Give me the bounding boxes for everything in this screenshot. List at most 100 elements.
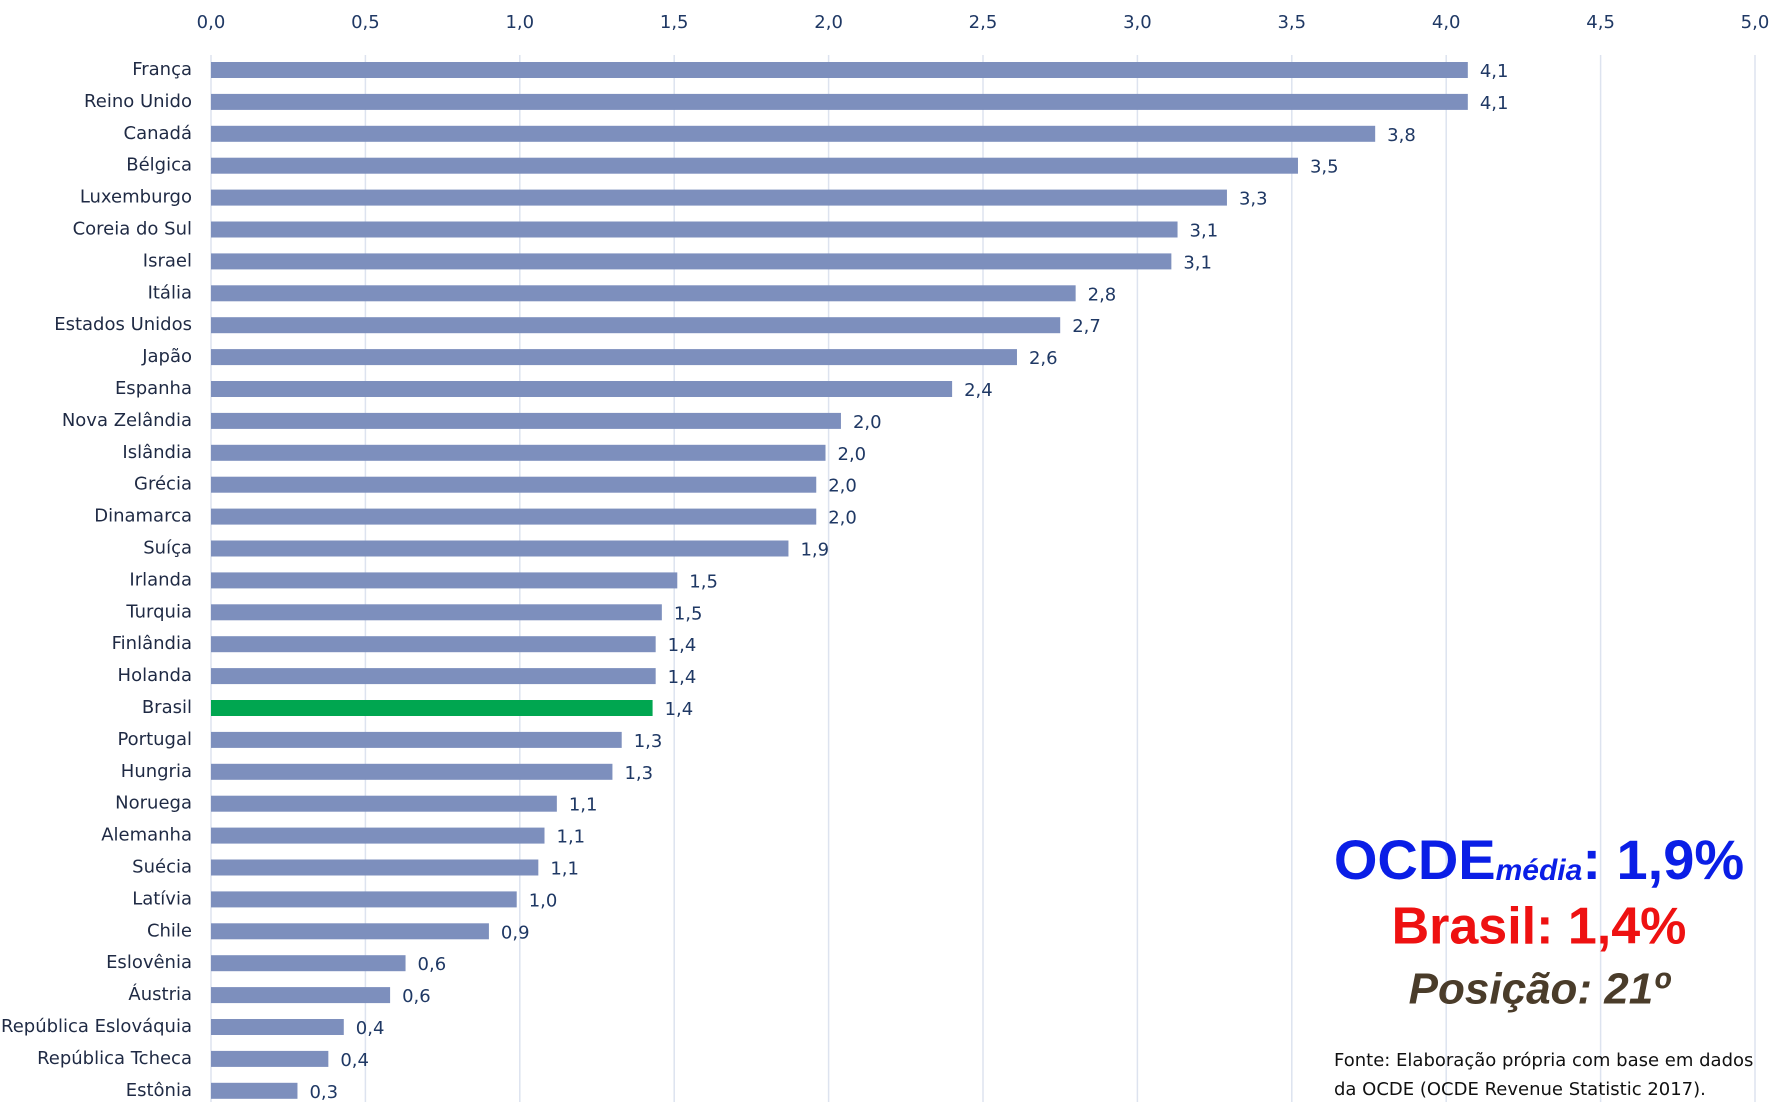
category-label: França xyxy=(132,59,192,80)
bar xyxy=(211,381,953,397)
position-annotation: Posição: 21º xyxy=(1409,965,1672,1014)
category-label: Portugal xyxy=(117,729,192,750)
bar xyxy=(211,827,545,844)
x-tick-label: 0,5 xyxy=(351,12,380,33)
category-label: Turquia xyxy=(125,601,192,622)
source-line: da OCDE (OCDE Revenue Statistic 2017). xyxy=(1334,1079,1706,1100)
value-label: 3,1 xyxy=(1183,252,1212,273)
value-label: 1,5 xyxy=(674,603,703,624)
bar xyxy=(211,93,1468,110)
value-label: 1,1 xyxy=(557,827,586,848)
category-label: Coreia do Sul xyxy=(73,219,192,240)
category-label: Canadá xyxy=(124,123,193,144)
bar xyxy=(211,795,557,812)
bar xyxy=(211,157,1298,174)
x-tick-label: 1,0 xyxy=(505,12,534,33)
category-label: Espanha xyxy=(115,378,192,399)
bar xyxy=(211,189,1227,206)
category-label: Eslovênia xyxy=(106,952,192,973)
x-tick-label: 1,5 xyxy=(660,12,689,33)
bar xyxy=(211,125,1376,142)
bar xyxy=(211,923,489,940)
value-label: 3,3 xyxy=(1239,189,1268,210)
bar xyxy=(211,253,1172,270)
value-label: 0,9 xyxy=(501,922,530,943)
category-label: Suíça xyxy=(143,538,192,559)
x-tick-label: 3,0 xyxy=(1123,12,1152,33)
category-label: Israel xyxy=(143,250,192,271)
category-label: Itália xyxy=(148,282,192,303)
category-label: Islândia xyxy=(122,442,192,463)
category-label: Nova Zelândia xyxy=(62,410,192,431)
category-label: Dinamarca xyxy=(94,506,192,527)
value-label: 2,0 xyxy=(828,476,857,497)
category-label: Irlanda xyxy=(129,569,192,590)
bar xyxy=(211,987,391,1004)
category-label: Áustria xyxy=(128,983,192,1005)
value-label: 0,4 xyxy=(340,1050,369,1071)
value-label: 2,0 xyxy=(838,444,867,465)
bar xyxy=(211,636,656,653)
x-tick-label: 2,0 xyxy=(814,12,843,33)
value-label: 1,3 xyxy=(624,763,653,784)
media-label: média xyxy=(1496,854,1583,887)
category-label: Reino Unido xyxy=(84,91,192,112)
bar xyxy=(211,540,789,557)
value-label: 1,9 xyxy=(800,540,829,561)
value-label: 1,5 xyxy=(689,571,718,592)
category-label: Latívia xyxy=(132,888,192,909)
value-label: 3,8 xyxy=(1387,125,1416,146)
value-label: 4,1 xyxy=(1480,93,1509,114)
category-label: Hungria xyxy=(121,761,192,782)
bar xyxy=(211,668,656,685)
bar xyxy=(211,604,662,621)
value-label: 1,1 xyxy=(550,859,579,880)
value-label: 4,1 xyxy=(1480,61,1509,82)
value-label: 1,3 xyxy=(634,731,663,752)
bar xyxy=(211,731,622,748)
bar xyxy=(211,700,653,716)
bar xyxy=(211,285,1076,302)
bar xyxy=(211,763,613,780)
x-tick-label: 5,0 xyxy=(1741,12,1770,33)
bar xyxy=(211,412,841,429)
bar xyxy=(211,859,539,876)
x-tick-label: 4,0 xyxy=(1432,12,1461,33)
value-label: 1,4 xyxy=(665,699,694,720)
value-label: 3,1 xyxy=(1190,221,1219,242)
bar xyxy=(211,955,406,972)
ocde-average: OCDEmédia: 1,9% xyxy=(1334,828,1744,891)
category-label: Brasil xyxy=(142,697,192,718)
value-label: 2,7 xyxy=(1072,316,1101,337)
value-label: 1,4 xyxy=(668,667,697,688)
value-label: 2,0 xyxy=(828,508,857,529)
category-label: Estados Unidos xyxy=(54,314,192,335)
value-label: 1,0 xyxy=(529,890,558,911)
bar xyxy=(211,1019,344,1035)
value-label: 2,4 xyxy=(964,380,993,401)
value-label: 1,4 xyxy=(668,635,697,656)
x-tick-label: 4,5 xyxy=(1586,12,1615,33)
bar xyxy=(211,476,817,493)
x-tick-label: 3,5 xyxy=(1277,12,1306,33)
bar xyxy=(211,572,678,589)
category-label: Estônia xyxy=(126,1080,192,1101)
value-label: 2,0 xyxy=(853,412,882,433)
category-label: Japão xyxy=(141,346,192,367)
bar xyxy=(211,349,1017,366)
category-label: Finlândia xyxy=(112,633,192,654)
category-label: Alemanha xyxy=(101,825,192,846)
category-label: Holanda xyxy=(118,665,192,686)
ocde-value: : 1,9% xyxy=(1582,828,1744,891)
category-label: República Tcheca xyxy=(37,1048,192,1069)
bar xyxy=(211,62,1468,78)
bar xyxy=(211,891,517,908)
source-line: Fonte: Elaboração própria com base em da… xyxy=(1334,1050,1753,1071)
category-label: Noruega xyxy=(115,793,192,814)
value-label: 0,6 xyxy=(418,954,447,975)
value-label: 0,3 xyxy=(309,1082,338,1102)
category-label: República Eslováquia xyxy=(1,1016,192,1037)
category-label: Suécia xyxy=(132,857,192,878)
value-label: 2,8 xyxy=(1088,284,1117,305)
